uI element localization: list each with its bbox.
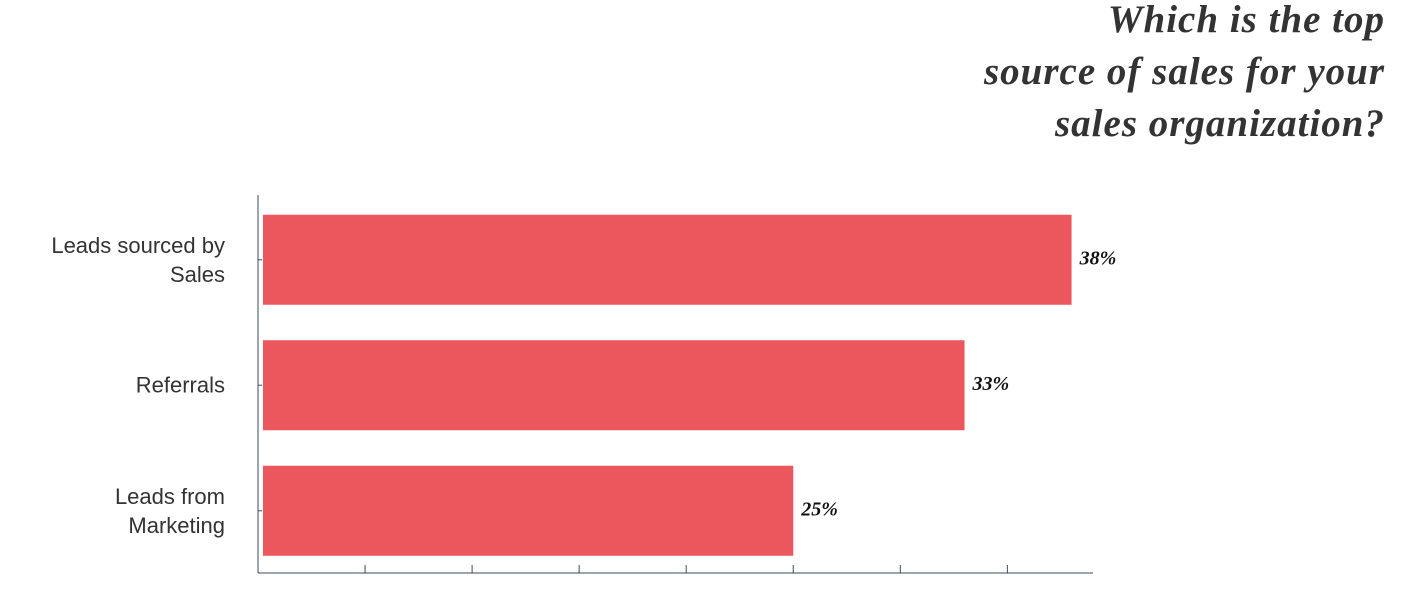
category-label: Leads from Marketing bbox=[114, 483, 225, 538]
value-label: 33% bbox=[972, 373, 1010, 395]
category-label: Leads sourced by Sales bbox=[51, 232, 225, 287]
bar bbox=[263, 340, 965, 431]
category-label: Referrals bbox=[135, 372, 225, 398]
bar bbox=[263, 214, 1072, 305]
value-label: 38% bbox=[1079, 247, 1117, 269]
chart-title: Which is the top source of sales for you… bbox=[984, 0, 1385, 145]
value-label: 25% bbox=[800, 498, 838, 520]
bar bbox=[263, 465, 794, 556]
